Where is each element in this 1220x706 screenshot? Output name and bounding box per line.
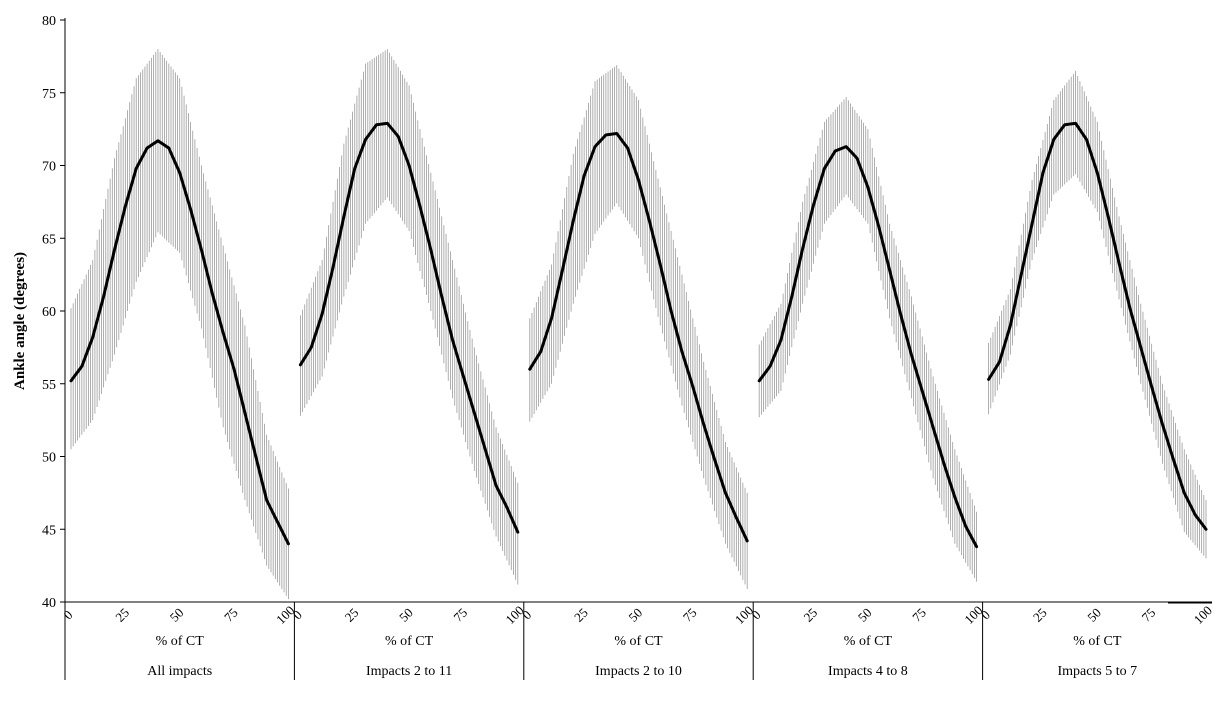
error-band	[70, 49, 289, 600]
x-axis-label: % of CT	[1073, 634, 1122, 649]
y-tick-label: 45	[42, 523, 56, 538]
mean-line	[298, 121, 520, 534]
y-tick-label: 60	[42, 305, 56, 320]
x-tick-label: 25	[1030, 605, 1050, 625]
x-tick-label: 25	[800, 605, 820, 625]
panel-label: Impacts 4 to 8	[828, 664, 908, 679]
mean-line	[757, 145, 979, 549]
x-tick-label: 50	[855, 605, 875, 625]
error-band	[299, 49, 519, 585]
x-tick-label: 25	[571, 605, 591, 625]
y-tick-label: 70	[42, 160, 56, 175]
mean-line	[69, 139, 290, 546]
error-bands	[70, 49, 1207, 600]
x-tick-label: 0	[290, 607, 305, 622]
x-tick-label: 0	[60, 607, 75, 622]
x-tick-label: 50	[396, 605, 416, 625]
y-tick-label: 75	[42, 87, 56, 102]
y-tick-label: 80	[42, 14, 56, 29]
y-tick-label: 40	[42, 596, 56, 611]
x-tick-label: 0	[519, 607, 534, 622]
error-band	[529, 65, 748, 589]
x-tick-label: 25	[112, 605, 132, 625]
x-tick-label: 25	[342, 605, 362, 625]
error-band	[758, 97, 977, 582]
x-axis-label: % of CT	[385, 634, 434, 649]
x-axis-label: % of CT	[844, 634, 893, 649]
mean-lines	[69, 121, 1208, 549]
panel-label: All impacts	[147, 664, 212, 679]
x-axis-label: % of CT	[156, 634, 205, 649]
x-tick-label: 75	[1139, 605, 1159, 625]
x-tick-label: 50	[167, 605, 187, 625]
panel-label: Impacts 5 to 7	[1057, 664, 1137, 679]
y-tick-label: 50	[42, 451, 56, 466]
axes: 40 45 50 55 60 65 70 75 80 0 25 50 75 100 % of CT All i…	[42, 14, 1215, 680]
y-tick-label: 55	[42, 378, 56, 393]
panel-label: Impacts 2 to 10	[595, 664, 682, 679]
x-tick-label: 75	[909, 605, 929, 625]
x-tick-label: 0	[978, 607, 993, 622]
y-tick-label: 65	[42, 232, 56, 247]
x-tick-label: 50	[625, 605, 645, 625]
y-axis-label: Ankle angle (degrees)	[12, 252, 28, 390]
x-tick-label: 75	[680, 605, 700, 625]
x-tick-label: 75	[221, 605, 241, 625]
mean-line	[528, 131, 749, 543]
error-band	[988, 70, 1207, 559]
x-axis-label: % of CT	[614, 634, 663, 649]
x-tick-label: 50	[1084, 605, 1104, 625]
mean-line	[987, 121, 1208, 531]
x-tick-label: 75	[450, 605, 470, 625]
x-tick-label: 100	[1191, 603, 1215, 627]
x-tick-label: 0	[748, 607, 763, 622]
panel-label: Impacts 2 to 11	[366, 664, 452, 679]
